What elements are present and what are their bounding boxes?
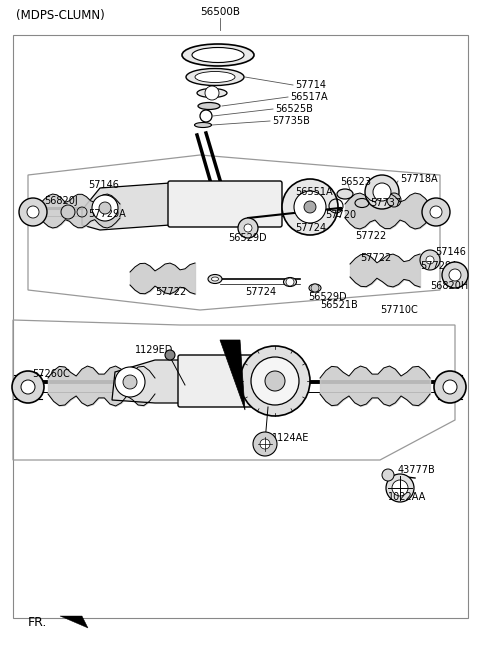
Circle shape <box>392 480 408 496</box>
Text: 57714: 57714 <box>295 80 326 90</box>
Circle shape <box>382 469 394 481</box>
FancyBboxPatch shape <box>168 181 282 227</box>
Circle shape <box>386 474 414 502</box>
Circle shape <box>434 371 466 403</box>
Text: (MDPS-CLUMN): (MDPS-CLUMN) <box>16 9 105 22</box>
Circle shape <box>294 191 326 223</box>
Text: 1129ED: 1129ED <box>135 345 173 355</box>
Text: 56525B: 56525B <box>275 104 313 114</box>
Circle shape <box>373 183 391 201</box>
Circle shape <box>61 205 75 219</box>
Text: 57722: 57722 <box>360 253 391 263</box>
Polygon shape <box>112 360 180 403</box>
Ellipse shape <box>192 48 244 63</box>
Text: 57260C: 57260C <box>32 369 70 379</box>
Polygon shape <box>220 340 245 410</box>
Circle shape <box>449 269 461 281</box>
Bar <box>13 35 468 618</box>
Text: 56523: 56523 <box>340 177 371 187</box>
Circle shape <box>99 202 111 214</box>
Circle shape <box>92 195 118 221</box>
Circle shape <box>244 224 252 232</box>
Text: 57737: 57737 <box>370 198 401 208</box>
Text: 57722: 57722 <box>355 231 386 241</box>
Circle shape <box>311 284 319 292</box>
Circle shape <box>426 256 434 264</box>
Circle shape <box>251 357 299 405</box>
Text: 57729A: 57729A <box>420 261 458 271</box>
Text: 56820H: 56820H <box>430 281 468 291</box>
Text: 56500B: 56500B <box>200 7 240 17</box>
Text: 57718A: 57718A <box>400 174 438 184</box>
Circle shape <box>12 371 44 403</box>
Circle shape <box>286 278 294 286</box>
Ellipse shape <box>194 123 212 127</box>
Circle shape <box>430 206 442 218</box>
Ellipse shape <box>337 189 353 199</box>
Text: 56820J: 56820J <box>44 196 78 206</box>
Text: 57146: 57146 <box>88 180 119 190</box>
Text: 57729A: 57729A <box>88 209 126 219</box>
Ellipse shape <box>212 277 218 281</box>
Circle shape <box>253 432 277 456</box>
Text: 57724: 57724 <box>295 223 326 233</box>
Text: 56521B: 56521B <box>320 300 358 310</box>
Polygon shape <box>60 616 88 628</box>
Ellipse shape <box>182 44 254 66</box>
Text: 1124AE: 1124AE <box>272 433 310 443</box>
Text: 57722: 57722 <box>155 287 186 297</box>
Text: 57146: 57146 <box>435 247 466 257</box>
Text: FR.: FR. <box>28 616 48 628</box>
Text: 43777B: 43777B <box>398 465 436 475</box>
Circle shape <box>19 198 47 226</box>
Polygon shape <box>82 183 170 230</box>
FancyBboxPatch shape <box>178 355 277 407</box>
Circle shape <box>442 262 468 288</box>
Ellipse shape <box>208 275 222 284</box>
Circle shape <box>304 201 316 213</box>
Circle shape <box>115 367 145 397</box>
Text: 57710C: 57710C <box>380 305 418 315</box>
Circle shape <box>422 198 450 226</box>
Circle shape <box>123 375 137 389</box>
Ellipse shape <box>186 69 244 86</box>
Circle shape <box>240 346 310 416</box>
Circle shape <box>365 175 399 209</box>
Text: 56529D: 56529D <box>228 233 266 243</box>
Text: 56529D: 56529D <box>308 292 347 302</box>
Circle shape <box>260 439 270 449</box>
Text: 57735B: 57735B <box>272 116 310 126</box>
Circle shape <box>420 250 440 270</box>
Text: 56517A: 56517A <box>290 92 328 102</box>
Text: 1022AA: 1022AA <box>388 492 426 502</box>
Ellipse shape <box>197 88 227 98</box>
Circle shape <box>443 380 457 394</box>
Text: 57724: 57724 <box>245 287 276 297</box>
Circle shape <box>27 206 39 218</box>
Circle shape <box>21 380 35 394</box>
Circle shape <box>205 86 219 100</box>
Circle shape <box>282 179 338 235</box>
Ellipse shape <box>198 102 220 110</box>
Circle shape <box>387 193 401 207</box>
Ellipse shape <box>195 71 235 82</box>
Ellipse shape <box>284 277 297 286</box>
Text: 57720: 57720 <box>325 210 356 220</box>
Circle shape <box>238 218 258 238</box>
Circle shape <box>165 350 175 360</box>
Text: 56551A: 56551A <box>295 187 333 197</box>
Circle shape <box>265 371 285 391</box>
